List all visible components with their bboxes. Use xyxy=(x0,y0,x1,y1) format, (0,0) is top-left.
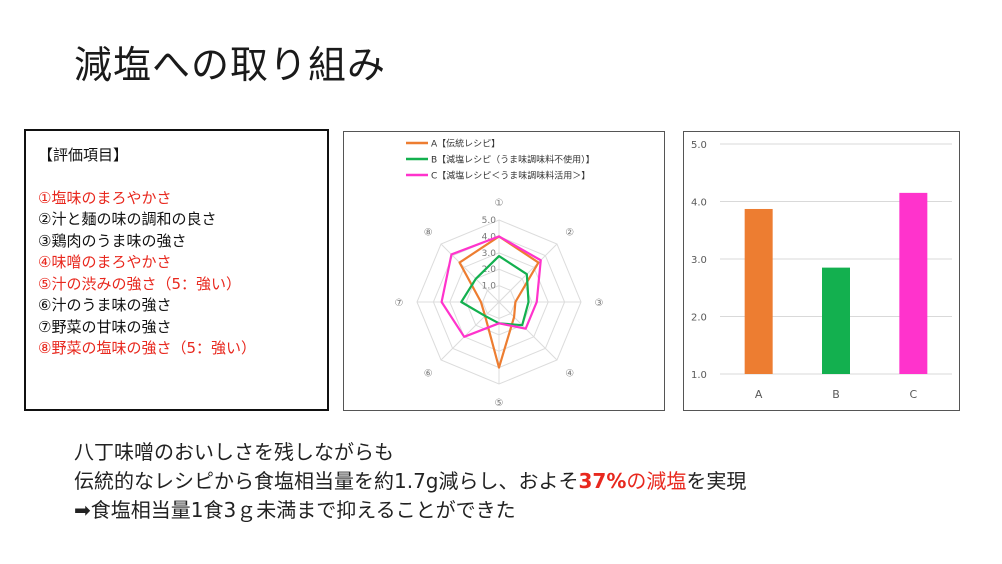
criteria-item: ⑧野菜の塩味の強さ（5：強い） xyxy=(38,339,256,357)
bar-y-tick-label: 4.0 xyxy=(691,198,707,209)
summary-text: 八丁味噌のおいしさを残しながらも 伝統的なレシピから食塩相当量を約1.7g減らし… xyxy=(74,438,746,525)
reduction-label: の減塩 xyxy=(626,469,687,493)
slide-title: 減塩への取り組み xyxy=(74,43,387,87)
bar-rect xyxy=(744,208,773,374)
bar-rect xyxy=(899,192,928,374)
bar-chart-panel: 1.0 2.0 3.0 4.0 5.0 A B C xyxy=(683,131,960,411)
bar-x-tick-label: B xyxy=(832,388,840,401)
radar-tick-label: 3.0 xyxy=(482,249,497,259)
bar-y-tick-label: 3.0 xyxy=(691,255,707,266)
bar-y-tick-label: 2.0 xyxy=(691,313,707,324)
summary-line-2: 伝統的なレシピから食塩相当量を約1.7g減らし、およそ37%の減塩を実現 xyxy=(74,467,746,496)
criteria-box: 【評価項目】 ①塩味のまろやかさ ②汁と麺の味の調和の良さ ③鶏肉のうま味の強さ… xyxy=(24,129,329,411)
reduction-percent: 37% xyxy=(578,469,627,493)
summary-line-2-text: 伝統的なレシピから食塩相当量を約1.7g減らし、およそ xyxy=(74,469,579,493)
radar-series-line xyxy=(440,235,542,338)
radar-axis-label: ① xyxy=(495,198,504,209)
radar-tick-label: 1.0 xyxy=(482,282,497,292)
radar-axis-label: ② xyxy=(565,227,574,238)
summary-line-3: ➡食塩相当量1食3ｇ未満まで抑えることができた xyxy=(74,498,516,522)
radar-spoke xyxy=(440,301,500,361)
radar-axis-label: ③ xyxy=(595,298,604,309)
radar-axis-label: ⑦ xyxy=(394,298,403,309)
bar-chart: 1.0 2.0 3.0 4.0 5.0 A B C xyxy=(691,140,952,401)
radar-spoke xyxy=(498,301,558,361)
criteria-item: ①塩味のまろやかさ xyxy=(38,188,172,207)
radar-tick-label: 4.0 xyxy=(482,232,497,242)
bar-x-tick-label: C xyxy=(909,388,917,401)
radar-tick-label: 5.0 xyxy=(482,216,497,226)
radar-series-line xyxy=(458,235,540,369)
bar-y-tick-label: 1.0 xyxy=(691,370,707,381)
summary-line-1: 八丁味噌のおいしさを残しながらも xyxy=(74,440,394,464)
radar-tick-label: 2.0 xyxy=(482,265,497,275)
radar-legend-label: A【伝統レシピ】 xyxy=(431,138,500,150)
radar-chart: 1.0 2.0 3.0 4.0 5.0 ① ② ③ ④ ⑤ ⑥ ⑦ ⑧ A【伝統レシピ】 B【減塩レシピ（う… xyxy=(394,138,604,410)
criteria-item: ②汁と麺の味の調和の良さ xyxy=(38,210,217,228)
radar-axis-label: ⑧ xyxy=(424,227,433,238)
radar-axis-label: ⑤ xyxy=(495,398,504,409)
criteria-item: ⑦野菜の甘味の強さ xyxy=(38,317,172,336)
radar-axis-label: ④ xyxy=(565,369,574,380)
criteria-heading: 【評価項目】 xyxy=(38,146,129,164)
criteria-list: ①塩味のまろやかさ ②汁と麺の味の調和の良さ ③鶏肉のうま味の強さ ④味噌のまろ… xyxy=(38,188,327,360)
criteria-item: ④味噌のまろやかさ xyxy=(38,253,172,271)
radar-legend-label: C【減塩レシピ＜うま味調味料活用＞】 xyxy=(431,170,590,182)
radar-axis-label: ⑥ xyxy=(424,369,433,380)
radar-spoke xyxy=(498,243,558,303)
summary-line-2-end: を実現 xyxy=(686,469,747,493)
bar-x-tick-label: A xyxy=(755,388,763,401)
bar-y-tick-label: 5.0 xyxy=(691,140,707,151)
radar-chart-panel: 1.0 2.0 3.0 4.0 5.0 ① ② ③ ④ ⑤ ⑥ ⑦ ⑧ A【伝統レシピ】 B【減塩レシピ（う… xyxy=(343,131,665,411)
bar-rect xyxy=(822,267,850,374)
criteria-item: ⑥汁のうま味の強さ xyxy=(38,296,172,314)
criteria-item: ⑤汁の渋みの強さ（5：強い） xyxy=(38,274,241,293)
radar-legend-label: B【減塩レシピ（うま味調味料不使用）】 xyxy=(431,154,595,166)
criteria-item: ③鶏肉のうま味の強さ xyxy=(38,231,187,250)
